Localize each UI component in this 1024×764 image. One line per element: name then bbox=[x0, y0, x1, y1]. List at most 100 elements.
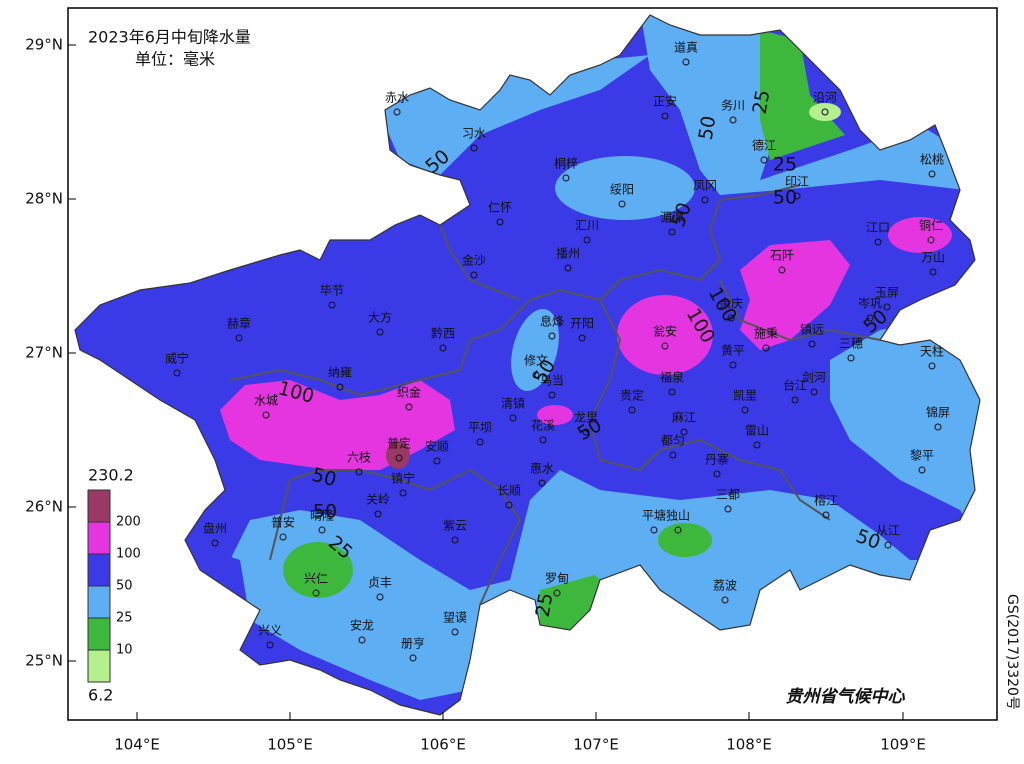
station-marker bbox=[822, 511, 830, 519]
station-name: 兴义 bbox=[258, 624, 282, 638]
station-marker bbox=[328, 301, 336, 309]
station-marker bbox=[266, 641, 274, 649]
station-marker bbox=[439, 344, 447, 352]
station-name: 玉屏 bbox=[875, 286, 899, 300]
station-name: 安龙 bbox=[350, 618, 374, 633]
legend-label: 25 bbox=[116, 611, 133, 626]
station-marker bbox=[395, 454, 403, 462]
x-tick-label: 105°E bbox=[267, 736, 313, 754]
station-name: 龙里 bbox=[574, 411, 598, 425]
station-marker bbox=[721, 596, 729, 604]
station-name: 瓮安 bbox=[653, 324, 677, 339]
station-name: 三穗 bbox=[839, 337, 863, 351]
station-marker bbox=[661, 342, 669, 350]
station-marker bbox=[405, 403, 413, 411]
x-tick-label: 109°E bbox=[880, 736, 926, 754]
station-marker bbox=[661, 112, 669, 120]
station-marker bbox=[451, 628, 459, 636]
station-name: 三都 bbox=[716, 488, 740, 502]
legend-swatch bbox=[87, 617, 111, 651]
station-marker bbox=[399, 489, 407, 497]
station-marker bbox=[682, 58, 690, 66]
station-marker bbox=[727, 314, 735, 322]
contour-label: 25 bbox=[749, 88, 775, 116]
y-tick-label: 28°N bbox=[25, 190, 63, 208]
station-marker bbox=[928, 362, 936, 370]
contour-label: 25 bbox=[532, 591, 558, 619]
station-name: 台江 bbox=[783, 378, 807, 393]
station-marker bbox=[470, 144, 478, 152]
station-name: 平塘 bbox=[642, 508, 666, 523]
station-marker bbox=[548, 332, 556, 340]
station-name: 毕节 bbox=[320, 284, 344, 298]
station-marker bbox=[548, 391, 556, 399]
station-name: 榕江 bbox=[814, 493, 838, 508]
station-marker bbox=[628, 406, 636, 414]
x-tick-label: 107°E bbox=[573, 736, 619, 754]
station-marker bbox=[564, 264, 572, 272]
station-name: 石阡 bbox=[770, 248, 794, 263]
station-marker bbox=[451, 536, 459, 544]
y-tick-label: 27°N bbox=[25, 344, 63, 362]
station-marker bbox=[578, 334, 586, 342]
legend-swatch bbox=[87, 649, 111, 683]
station-marker bbox=[883, 303, 891, 311]
station-marker bbox=[762, 344, 770, 352]
contour-label: 50 bbox=[313, 501, 337, 523]
station-marker bbox=[539, 436, 547, 444]
legend-swatch bbox=[87, 585, 111, 619]
station-marker bbox=[918, 466, 926, 474]
station-name: 花溪 bbox=[531, 418, 555, 433]
station-marker bbox=[618, 200, 626, 208]
station-name: 罗甸 bbox=[545, 572, 569, 586]
station-marker bbox=[318, 526, 326, 534]
station-name: 播州 bbox=[556, 247, 580, 261]
station-name: 关岭 bbox=[366, 493, 390, 507]
station-name: 独山 bbox=[666, 509, 690, 523]
station-name: 晴隆 bbox=[310, 508, 334, 523]
legend-label: 50 bbox=[116, 579, 133, 594]
station-name: 长顺 bbox=[497, 484, 521, 498]
legend-swatch bbox=[87, 521, 111, 555]
station-marker bbox=[669, 451, 677, 459]
map-code: GS(2017)3320号 bbox=[1004, 594, 1020, 710]
station-marker bbox=[470, 271, 478, 279]
station-name: 修文 bbox=[524, 353, 548, 368]
credit: 贵州省气候中心 bbox=[786, 687, 906, 707]
station-marker bbox=[847, 354, 855, 362]
station-marker bbox=[713, 470, 721, 478]
station-name: 大方 bbox=[368, 310, 392, 325]
station-marker bbox=[374, 510, 382, 518]
station-name: 望谟 bbox=[443, 611, 467, 625]
station-name: 六枝 bbox=[347, 450, 371, 465]
y-tick-label: 25°N bbox=[25, 652, 63, 670]
station-name: 都匀 bbox=[661, 434, 685, 448]
station-marker bbox=[928, 170, 936, 178]
station-name: 道真 bbox=[674, 41, 698, 55]
station-marker bbox=[729, 116, 737, 124]
station-marker bbox=[668, 388, 676, 396]
station-name: 盘州 bbox=[203, 521, 227, 536]
station-name: 安顺 bbox=[425, 439, 449, 454]
station-name: 荔波 bbox=[713, 579, 737, 593]
station-name: 兴仁 bbox=[304, 572, 328, 586]
station-name: 德江 bbox=[752, 138, 776, 153]
station-marker bbox=[741, 406, 749, 414]
station-name: 松桃 bbox=[920, 152, 944, 167]
station-name: 从江 bbox=[876, 524, 900, 538]
station-marker bbox=[173, 369, 181, 377]
legend-label: 200 bbox=[116, 515, 141, 530]
station-name: 印江 bbox=[785, 175, 809, 189]
station-marker bbox=[668, 228, 676, 236]
station-name: 乌当 bbox=[540, 373, 564, 388]
station-marker bbox=[793, 192, 801, 200]
station-name: 绥阳 bbox=[610, 183, 634, 197]
station-name: 织金 bbox=[397, 385, 421, 400]
station-marker bbox=[376, 328, 384, 336]
station-marker bbox=[553, 589, 561, 597]
station-marker bbox=[582, 428, 590, 436]
station-name: 万山 bbox=[921, 251, 945, 265]
station-name: 镇远 bbox=[800, 323, 824, 337]
station-marker bbox=[810, 388, 818, 396]
